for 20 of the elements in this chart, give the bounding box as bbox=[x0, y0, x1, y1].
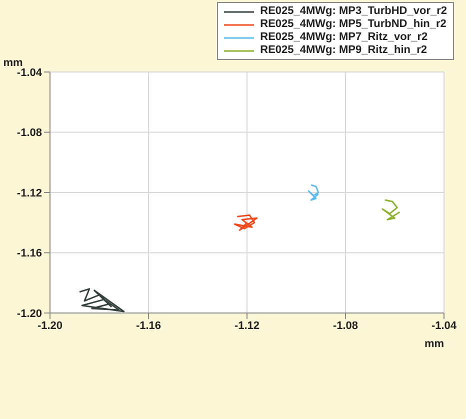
y-tick-label: -1.12 bbox=[16, 187, 42, 200]
x-axis-title: mm bbox=[424, 338, 444, 350]
x-tick-label: -1.16 bbox=[136, 320, 162, 332]
line-series bbox=[308, 184, 320, 201]
legend-label: RE025_4MWg: MP5_TurbND_hin_r2 bbox=[260, 18, 446, 31]
legend-label: RE025_4MWg: MP9_Ritz_hin_r2 bbox=[260, 44, 428, 57]
line-series bbox=[78, 288, 125, 312]
line-series bbox=[234, 214, 258, 231]
y-tick-label: -1.04 bbox=[16, 66, 43, 79]
y-tick-label: -1.20 bbox=[16, 308, 42, 320]
y-tick-label: -1.16 bbox=[16, 248, 42, 260]
x-tick-label: -1.04 bbox=[431, 320, 458, 332]
line-series bbox=[382, 199, 400, 220]
legend-label: RE025_4MWg: MP3_TurbHD_vor_r2 bbox=[260, 5, 447, 18]
x-tick-label: -1.12 bbox=[234, 320, 260, 332]
y-tick-label: -1.08 bbox=[16, 127, 42, 140]
y-axis-title: mm bbox=[3, 57, 23, 69]
legend-label: RE025_4MWg: MP7_Ritz_vor_r2 bbox=[260, 31, 428, 44]
x-tick-label: -1.20 bbox=[37, 320, 63, 332]
x-tick-label: -1.08 bbox=[332, 320, 358, 332]
